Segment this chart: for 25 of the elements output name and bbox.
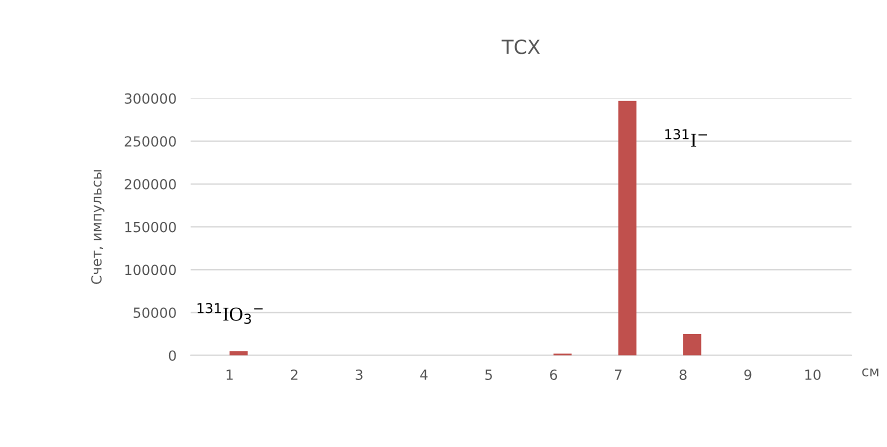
y-tick-label: 150000: [125, 222, 176, 232]
annotation: $^{131}$IO$_{3}$$^{−}$: [198, 303, 263, 324]
x-tick-label: 4: [420, 370, 428, 380]
bar: [683, 334, 702, 356]
y-tick-label: 300000: [124, 93, 176, 104]
x-axis-title: см: [862, 368, 878, 376]
y-axis-title: Счет, импульсы: [91, 170, 104, 284]
x-tick-label: 6: [550, 370, 558, 380]
y-tick-label: 200000: [124, 178, 176, 190]
y-tick-label: 50000: [134, 307, 176, 318]
bar: [618, 100, 636, 356]
x-tick-label: 7: [615, 370, 622, 380]
y-tick-label: 250000: [124, 136, 176, 147]
x-tick-label: 2: [290, 370, 298, 380]
x-tick-label: 3: [356, 370, 362, 380]
bar: [230, 351, 248, 356]
x-tick-label: 8: [680, 370, 687, 380]
y-tick-label: 100000: [125, 264, 176, 276]
y-tick-label: 0: [168, 350, 176, 361]
x-tick-label: 9: [744, 370, 752, 380]
x-tick-label: 5: [485, 370, 492, 380]
chart-title: ТСХ: [502, 39, 540, 54]
x-tick-label: 1: [226, 370, 233, 380]
annotation: $^{131}$I$^{−}$: [665, 129, 707, 147]
x-tick-label: 10: [805, 370, 821, 380]
